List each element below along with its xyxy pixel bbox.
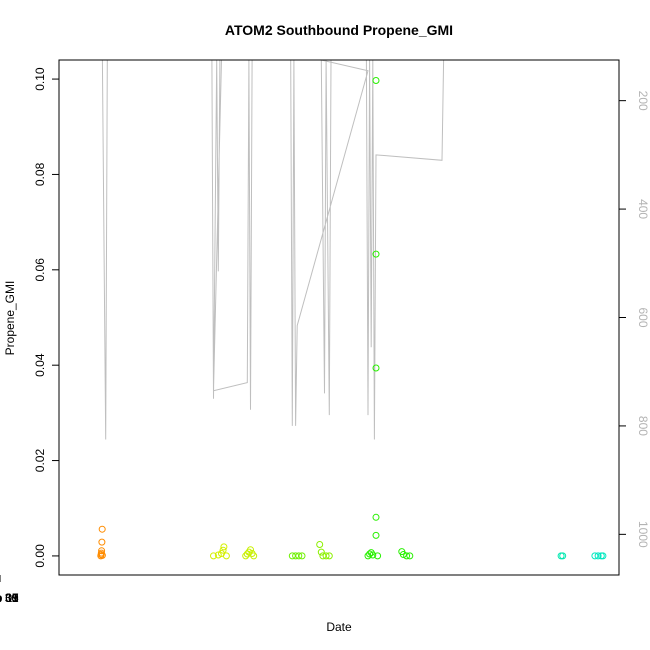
data-point (372, 513, 380, 521)
data-point (325, 552, 333, 560)
data-point (366, 550, 374, 558)
right-tick-label: 400 (636, 199, 650, 219)
data-point (98, 525, 106, 533)
data-point (317, 548, 325, 556)
y-axis-label: Propene_GMI (3, 281, 17, 356)
y-tick-label: 0.08 (33, 162, 47, 186)
right-tick-label: 800 (636, 416, 650, 436)
data-point (222, 552, 230, 560)
data-point (298, 552, 306, 560)
data-point (98, 547, 106, 555)
y-tick-label: 0.06 (33, 258, 47, 282)
data-point (372, 77, 380, 84)
data-point (372, 531, 380, 539)
altitude-trace (101, 59, 445, 440)
y-tick-label: 0.00 (33, 544, 47, 568)
x-tick-label: Feb 09 (0, 591, 19, 605)
x-tick-label: Jan 30 (0, 591, 18, 605)
x-axis-label: Date (326, 620, 352, 634)
data-point (372, 364, 380, 372)
data-point (403, 552, 411, 560)
data-point (98, 538, 106, 546)
chart-title: ATOM2 Southbound Propene_GMI (225, 22, 453, 38)
data-point (250, 552, 258, 560)
data-point (399, 551, 407, 558)
data-point (220, 543, 228, 551)
x-tick-label: Feb 03 (0, 591, 19, 605)
data-point (599, 552, 607, 560)
right-tick-label: 1000 (636, 521, 650, 548)
data-point (242, 552, 250, 560)
data-point (369, 551, 377, 559)
plot-area (97, 59, 607, 560)
data-point (210, 552, 217, 560)
x-tick-label: Feb 07 (0, 591, 19, 605)
y-tick-label: 0.02 (33, 449, 47, 473)
data-point (322, 552, 330, 560)
data-point (594, 552, 602, 560)
y-tick-label: 0.10 (33, 67, 47, 91)
data-point (219, 546, 227, 554)
plot-frame (58, 59, 620, 576)
data-point (372, 250, 380, 258)
axes: Jan 30Feb 01Feb 03Feb 05Feb 07Feb 09Feb … (0, 67, 650, 605)
x-tick-label: Feb 01 (0, 591, 19, 605)
right-tick-label: 200 (636, 91, 650, 111)
x-tick-label: Feb 11 (0, 591, 19, 605)
data-point (295, 552, 303, 560)
data-point (316, 541, 324, 548)
x-tick-label: Feb 05 (0, 591, 19, 605)
data-point (406, 552, 414, 560)
data-point (214, 551, 222, 559)
data-point (374, 552, 382, 560)
y-tick-label: 0.04 (33, 353, 47, 377)
data-point (559, 552, 567, 560)
data-point (247, 546, 254, 554)
data-point (98, 551, 106, 559)
right-tick-label: 600 (636, 307, 650, 327)
